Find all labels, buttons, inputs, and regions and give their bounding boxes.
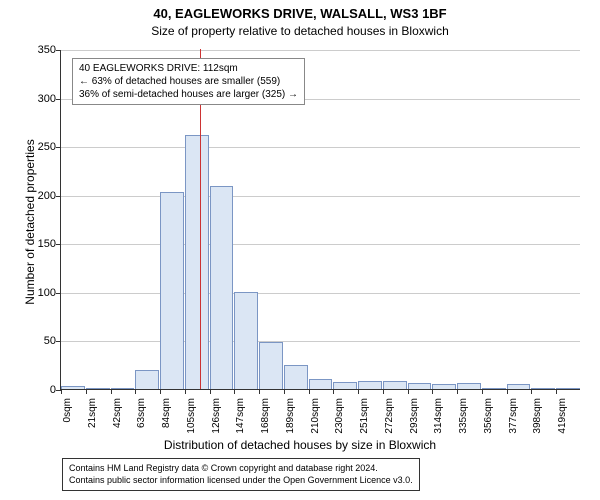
annotation-box: 40 EAGLEWORKS DRIVE: 112sqm← 63% of deta…: [72, 58, 305, 105]
x-tick-mark: [531, 389, 532, 394]
y-tick-label: 100: [38, 287, 56, 299]
histogram-bar: [309, 379, 333, 389]
x-tick-mark: [185, 389, 186, 394]
chart-subtitle: Size of property relative to detached ho…: [0, 24, 600, 38]
y-tick-label: 150: [38, 238, 56, 250]
footer-attribution: Contains HM Land Registry data © Crown c…: [62, 458, 420, 491]
histogram-bar: [556, 388, 580, 389]
footer-line: Contains HM Land Registry data © Crown c…: [69, 463, 413, 475]
histogram-bar: [185, 135, 209, 390]
x-tick-mark: [309, 389, 310, 394]
x-tick-label: 126sqm: [211, 398, 222, 438]
histogram-bar: [61, 386, 85, 389]
histogram-bar: [531, 388, 555, 389]
y-tick-label: 350: [38, 44, 56, 56]
x-tick-mark: [432, 389, 433, 394]
x-tick-mark: [135, 389, 136, 394]
histogram-bar: [457, 383, 481, 389]
y-axis-label: Number of detached properties: [23, 122, 37, 322]
histogram-bar: [234, 292, 258, 389]
x-tick-mark: [61, 389, 62, 394]
histogram-bar: [259, 342, 283, 389]
x-tick-label: 230sqm: [334, 398, 345, 438]
footer-line: Contains public sector information licen…: [69, 475, 413, 487]
x-tick-mark: [383, 389, 384, 394]
histogram-bar: [408, 383, 432, 389]
x-tick-mark: [210, 389, 211, 394]
histogram-bar: [383, 381, 407, 389]
x-tick-label: 398sqm: [532, 398, 543, 438]
histogram-bar: [333, 382, 357, 389]
histogram-bar: [358, 381, 382, 389]
x-tick-mark: [457, 389, 458, 394]
x-tick-label: 335sqm: [458, 398, 469, 438]
histogram-bar: [86, 388, 110, 389]
x-tick-label: 0sqm: [62, 398, 73, 438]
y-tick-mark: [56, 293, 61, 294]
x-tick-mark: [86, 389, 87, 394]
y-tick-label: 250: [38, 141, 56, 153]
grid-line: [61, 196, 580, 197]
histogram-bar: [482, 388, 506, 389]
x-tick-mark: [482, 389, 483, 394]
grid-line: [61, 293, 580, 294]
x-tick-label: 147sqm: [235, 398, 246, 438]
x-tick-mark: [556, 389, 557, 394]
x-tick-label: 42sqm: [112, 398, 123, 438]
grid-line: [61, 244, 580, 245]
x-tick-mark: [234, 389, 235, 394]
x-tick-label: 210sqm: [310, 398, 321, 438]
histogram-bar: [111, 388, 135, 389]
grid-line: [61, 50, 580, 51]
grid-line: [61, 341, 580, 342]
x-tick-label: 251sqm: [359, 398, 370, 438]
x-tick-mark: [259, 389, 260, 394]
x-tick-label: 356sqm: [483, 398, 494, 438]
histogram-bar: [210, 186, 234, 389]
x-tick-mark: [333, 389, 334, 394]
annotation-line: ← 63% of detached houses are smaller (55…: [79, 75, 298, 88]
y-tick-mark: [56, 244, 61, 245]
chart-title: 40, EAGLEWORKS DRIVE, WALSALL, WS3 1BF: [0, 6, 600, 21]
y-tick-mark: [56, 196, 61, 197]
histogram-bar: [160, 192, 184, 389]
x-tick-label: 189sqm: [285, 398, 296, 438]
x-tick-mark: [408, 389, 409, 394]
y-tick-label: 200: [38, 190, 56, 202]
x-tick-label: 377sqm: [508, 398, 519, 438]
y-tick-mark: [56, 50, 61, 51]
y-tick-mark: [56, 147, 61, 148]
x-tick-label: 314sqm: [433, 398, 444, 438]
x-tick-label: 63sqm: [136, 398, 147, 438]
x-tick-label: 21sqm: [87, 398, 98, 438]
histogram-bar: [135, 370, 159, 389]
annotation-line: 40 EAGLEWORKS DRIVE: 112sqm: [79, 62, 298, 75]
x-tick-label: 272sqm: [384, 398, 395, 438]
y-tick-label: 0: [50, 384, 56, 396]
grid-line: [61, 147, 580, 148]
y-tick-label: 300: [38, 93, 56, 105]
x-tick-label: 419sqm: [557, 398, 568, 438]
x-tick-label: 84sqm: [161, 398, 172, 438]
x-tick-mark: [160, 389, 161, 394]
histogram-bar: [507, 384, 531, 389]
histogram-bar: [432, 384, 456, 389]
x-axis-label: Distribution of detached houses by size …: [0, 438, 600, 452]
annotation-line: 36% of semi-detached houses are larger (…: [79, 88, 298, 101]
y-tick-mark: [56, 99, 61, 100]
x-tick-mark: [284, 389, 285, 394]
x-tick-mark: [111, 389, 112, 394]
y-tick-label: 50: [44, 335, 56, 347]
x-tick-label: 293sqm: [409, 398, 420, 438]
x-tick-mark: [507, 389, 508, 394]
y-tick-mark: [56, 341, 61, 342]
x-tick-label: 105sqm: [186, 398, 197, 438]
histogram-bar: [284, 365, 308, 389]
x-tick-label: 168sqm: [260, 398, 271, 438]
x-tick-mark: [358, 389, 359, 394]
